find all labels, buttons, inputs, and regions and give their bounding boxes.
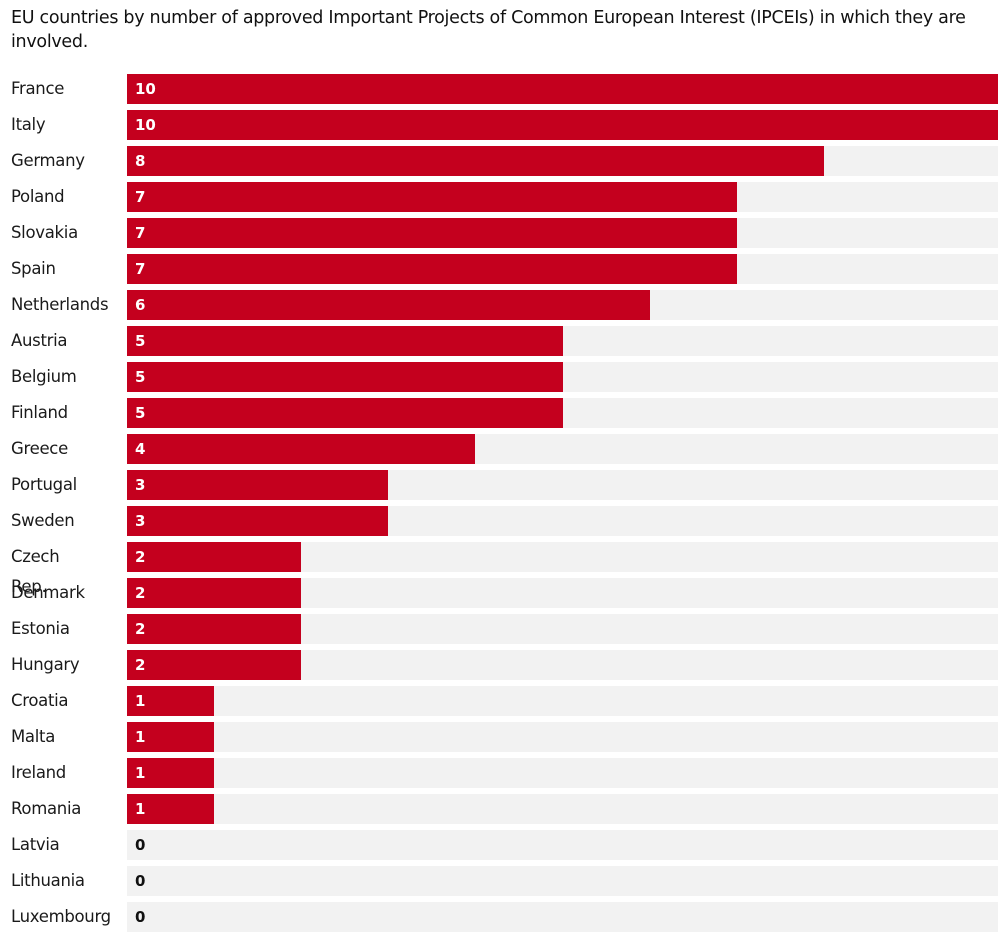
category-label: Luxembourg <box>11 907 111 926</box>
category-label: Finland <box>11 403 68 422</box>
data-label: 2 <box>135 548 146 566</box>
data-label: 2 <box>135 584 146 602</box>
category-label: Hungary <box>11 655 80 674</box>
bar-track <box>127 902 998 932</box>
bar <box>127 506 388 536</box>
bar-track <box>127 794 998 824</box>
category-label: Germany <box>11 151 85 170</box>
bar <box>127 650 301 680</box>
category-label: Lithuania <box>11 871 85 890</box>
bar <box>127 290 650 320</box>
data-label: 5 <box>135 332 146 350</box>
category-label: Croatia <box>11 691 69 710</box>
category-label: Slovakia <box>11 223 78 242</box>
category-label: Sweden <box>11 511 75 530</box>
data-label: 7 <box>135 188 146 206</box>
bar-track <box>127 866 998 896</box>
category-label: France <box>11 79 65 98</box>
category-label: Italy <box>11 115 46 134</box>
data-label: 1 <box>135 728 146 746</box>
chart-title: EU countries by number of approved Impor… <box>11 8 966 52</box>
data-label: 5 <box>135 368 146 386</box>
category-label: Greece <box>11 439 68 458</box>
category-label: Latvia <box>11 835 60 854</box>
category-label: Estonia <box>11 619 70 638</box>
bar <box>127 686 214 716</box>
bar <box>127 218 737 248</box>
category-label: Spain <box>11 259 56 278</box>
data-label: 4 <box>135 440 146 458</box>
bar <box>127 578 301 608</box>
bar-track <box>127 830 998 860</box>
category-label: Romania <box>11 799 82 818</box>
bar <box>127 470 388 500</box>
data-label: 10 <box>135 116 156 134</box>
data-label: 7 <box>135 260 146 278</box>
category-label: Czech Rep. <box>11 547 60 596</box>
bar <box>127 254 737 284</box>
category-label: Austria <box>11 331 68 350</box>
bar <box>127 542 301 572</box>
bar <box>127 398 563 428</box>
category-label: Poland <box>11 187 65 206</box>
bar <box>127 362 563 392</box>
data-label: 0 <box>135 872 146 890</box>
category-label: Malta <box>11 727 56 746</box>
data-label: 10 <box>135 80 156 98</box>
category-label: Portugal <box>11 475 77 494</box>
bar <box>127 146 824 176</box>
bar <box>127 110 998 140</box>
bar <box>127 794 214 824</box>
data-label: 1 <box>135 764 146 782</box>
category-label: Netherlands <box>11 295 109 314</box>
data-label: 8 <box>135 152 146 170</box>
category-label: Denmark <box>11 583 85 602</box>
bar <box>127 722 214 752</box>
data-label: 1 <box>135 692 146 710</box>
bar <box>127 326 563 356</box>
bar <box>127 614 301 644</box>
bar-track <box>127 722 998 752</box>
category-label: Belgium <box>11 367 77 386</box>
data-label: 3 <box>135 476 146 494</box>
data-label: 2 <box>135 620 146 638</box>
data-label: 2 <box>135 656 146 674</box>
data-label: 5 <box>135 404 146 422</box>
bar <box>127 74 998 104</box>
data-label: 3 <box>135 512 146 530</box>
bar-track <box>127 758 998 788</box>
data-label: 0 <box>135 908 146 926</box>
data-label: 6 <box>135 296 146 314</box>
data-label: 1 <box>135 800 146 818</box>
bar-track <box>127 686 998 716</box>
bar <box>127 182 737 212</box>
category-label: Ireland <box>11 763 66 782</box>
bar <box>127 434 475 464</box>
data-label: 0 <box>135 836 146 854</box>
bar <box>127 758 214 788</box>
data-label: 7 <box>135 224 146 242</box>
